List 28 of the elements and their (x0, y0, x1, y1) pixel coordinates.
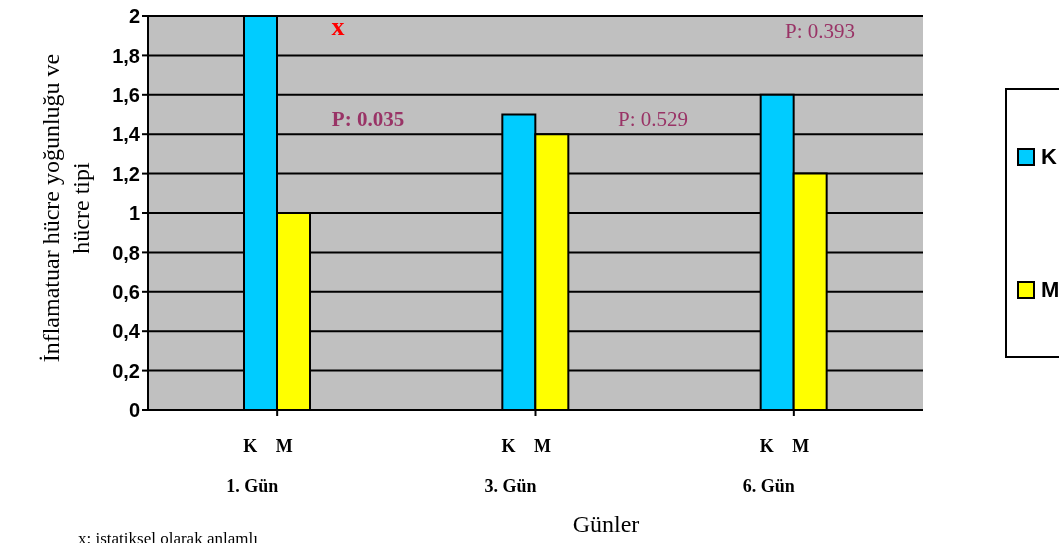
annotation: P: 0.529 (617, 107, 689, 132)
y-tick-label: 1,6 (112, 83, 140, 106)
legend-label: M (1041, 276, 1059, 303)
text: K (243, 436, 258, 456)
y-tick-label: 0 (128, 399, 140, 422)
x-axis-title: Günler (572, 511, 640, 537)
y-axis-title: İnflamatuar hücre yoğunluğu ve hücre tipi (37, 52, 95, 365)
text: M (792, 436, 810, 456)
annotation: P: 0.035 (331, 107, 405, 132)
legend-label: K (1041, 143, 1057, 170)
y-tick-label: 1,2 (112, 162, 140, 185)
text: K (501, 436, 516, 456)
y-tick-label: 0,4 (112, 320, 141, 343)
y-tick-label: 1,8 (112, 44, 140, 67)
y-tick-label: 1 (128, 202, 140, 225)
y-tick-label: 0,6 (112, 280, 140, 303)
y-tick-label: 0,2 (112, 359, 140, 382)
x-tick-label: 3. Gün (484, 476, 537, 496)
x-tick-label: 6. Gün (742, 476, 795, 496)
y-tick-label: 2 (128, 5, 140, 28)
x-tick-label: 1. Gün (226, 476, 279, 496)
annotation: P: 0.393 (784, 19, 856, 44)
text: M (534, 436, 551, 456)
annotation: x (331, 12, 345, 42)
y-tick-label: 0,8 (112, 241, 140, 264)
text: M (275, 436, 293, 456)
y-tick-label: 1,4 (112, 123, 141, 146)
text: K (759, 436, 774, 456)
